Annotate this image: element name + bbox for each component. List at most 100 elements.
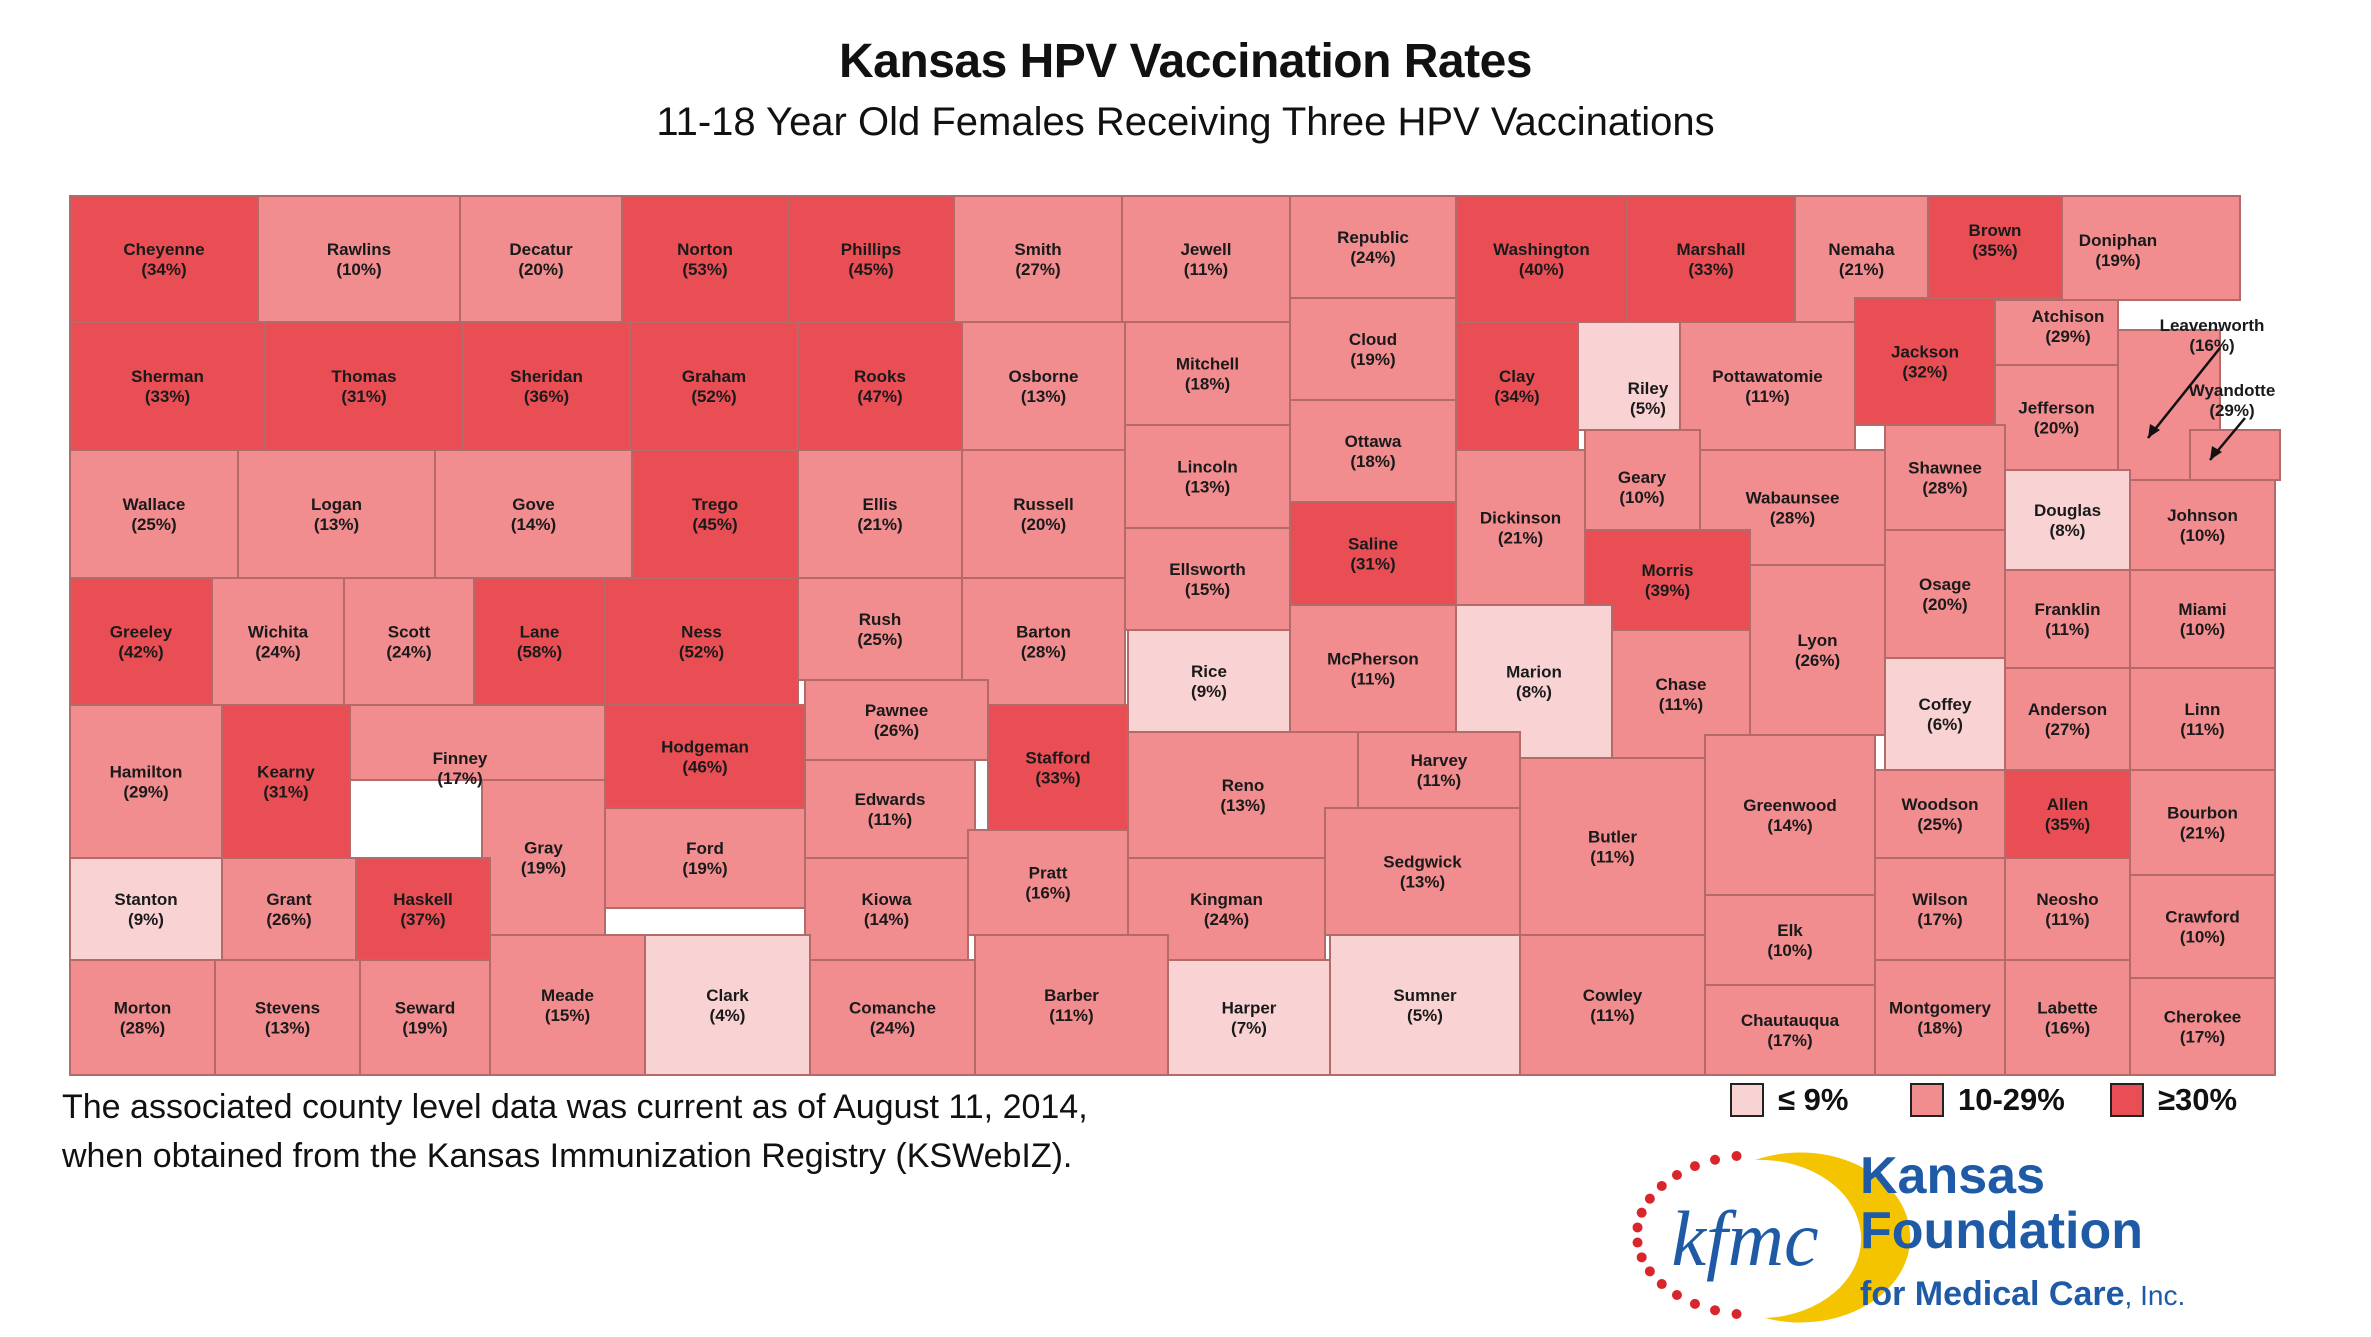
county-name-ford: Ford (686, 839, 724, 858)
county-rate-washington: (40%) (1519, 260, 1564, 279)
county-rate-mitchell: (18%) (1185, 375, 1230, 394)
county-rate-chase: (11%) (1659, 695, 1703, 714)
county-name-morton: Morton (114, 999, 172, 1018)
county-reno (1127, 731, 1359, 859)
county-rate-pawnee: (26%) (874, 721, 919, 740)
county-name-johnson: Johnson (2167, 506, 2238, 525)
county-allen (2004, 769, 2131, 859)
county-name-rush: Rush (859, 610, 902, 629)
logo-line-foundation: Foundation (1860, 1202, 2144, 1260)
county-rate-ellsworth: (15%) (1185, 580, 1230, 599)
logo-inc: , Inc. (2124, 1280, 2186, 1311)
county-rate-decatur: (20%) (518, 260, 563, 279)
county-rate-hodgeman: (46%) (682, 758, 727, 777)
logo-dot (1656, 1180, 1667, 1191)
county-rate-labette: (16%) (2045, 1019, 2090, 1038)
county-hamilton (69, 704, 223, 859)
county-rate-sumner: (5%) (1407, 1006, 1443, 1025)
county-rate-harper: (7%) (1231, 1019, 1267, 1038)
county-rate-jefferson: (20%) (2034, 419, 2079, 438)
county-rate-gove: (14%) (511, 515, 556, 534)
county-rate-montgomery: (18%) (1917, 1019, 1962, 1038)
county-chautauqua (1704, 984, 1876, 1076)
logo-dot (1671, 1290, 1682, 1301)
county-name-logan: Logan (311, 495, 362, 514)
county-wyandotte (2189, 429, 2281, 481)
logo-mark: kfmc (1671, 1195, 1818, 1282)
county-rate-kiowa: (14%) (864, 910, 909, 929)
county-rate-greenwood: (14%) (1767, 816, 1812, 835)
county-anderson (2004, 667, 2131, 771)
county-name-barber: Barber (1044, 986, 1099, 1005)
county-rate-marion: (8%) (1516, 683, 1552, 702)
county-rate-wallace: (25%) (131, 515, 176, 534)
county-thomas (264, 321, 464, 451)
county-name-pottawatomie: Pottawatomie (1712, 367, 1823, 386)
legend-item-high: ≥30% (2110, 1082, 2237, 1118)
county-morton (69, 959, 216, 1076)
county-neosho (2004, 857, 2131, 961)
county-name-graham: Graham (682, 367, 746, 386)
logo-dot (1689, 1298, 1700, 1309)
county-franklin (2004, 569, 2131, 669)
logo-dot (1632, 1237, 1643, 1248)
county-rate-logan: (13%) (314, 515, 359, 534)
county-name-osage: Osage (1919, 575, 1971, 594)
county-name-montgomery: Montgomery (1889, 999, 1992, 1018)
note-line-2: when obtained from the Kansas Immunizati… (62, 1137, 1073, 1175)
county-name-rawlins: Rawlins (327, 240, 391, 259)
county-rate-graham: (52%) (691, 387, 736, 406)
county-name-leavenworth: Leavenworth (2160, 316, 2265, 335)
note-line-1: The associated county level data was cur… (62, 1088, 1088, 1126)
county-rate-leavenworth: (16%) (2189, 336, 2234, 355)
county-rate-doniphan: (19%) (2095, 251, 2140, 270)
county-name-greeley: Greeley (110, 623, 173, 642)
county-name-elk: Elk (1777, 921, 1803, 940)
county-elk (1704, 894, 1876, 986)
county-name-harper: Harper (1222, 999, 1277, 1018)
county-rate-barber: (11%) (1049, 1006, 1093, 1025)
county-name-gove: Gove (512, 495, 555, 514)
legend-item-mid: 10-29% (1910, 1082, 2065, 1118)
county-rate-osborne: (13%) (1021, 387, 1066, 406)
county-rate-wilson: (17%) (1917, 910, 1962, 929)
county-rate-franklin: (11%) (2045, 620, 2089, 639)
county-pawnee (804, 679, 989, 761)
county-douglas (2004, 469, 2131, 571)
county-name-brown: Brown (1969, 221, 2022, 240)
county-rate-cloud: (19%) (1350, 350, 1395, 369)
county-name-phillips: Phillips (841, 240, 901, 259)
county-rate-rush: (25%) (857, 630, 902, 649)
county-ford (604, 807, 806, 909)
county-rate-thomas: (31%) (341, 387, 386, 406)
county-rate-haskell: (37%) (400, 910, 445, 929)
county-doniphan (2061, 195, 2241, 301)
county-wichita (211, 577, 345, 706)
county-name-russell: Russell (1013, 495, 1073, 514)
county-name-allen: Allen (2047, 795, 2089, 814)
county-montgomery (1874, 959, 2006, 1076)
county-name-wilson: Wilson (1912, 890, 1968, 909)
county-name-miami: Miami (2178, 600, 2226, 619)
county-rate-russell: (20%) (1021, 515, 1066, 534)
county-rate-pottawatomie: (11%) (1745, 387, 1789, 406)
county-name-rice: Rice (1191, 662, 1227, 681)
county-name-saline: Saline (1348, 535, 1398, 554)
county-smith (953, 195, 1123, 323)
county-name-gray: Gray (524, 839, 563, 858)
county-lyon (1749, 564, 1886, 736)
county-rate-stevens: (13%) (265, 1019, 310, 1038)
county-cloud (1289, 297, 1457, 401)
logo-line-kansas: Kansas (1860, 1147, 2045, 1205)
county-miami (2129, 569, 2276, 669)
county-stevens (214, 959, 361, 1076)
county-sheridan (462, 321, 631, 451)
county-name-wyandotte: Wyandotte (2189, 381, 2276, 400)
county-cheyenne (69, 195, 259, 323)
county-crawford (2129, 874, 2276, 979)
county-name-barton: Barton (1016, 623, 1071, 642)
county-brown (1927, 195, 2063, 299)
county-name-lyon: Lyon (1798, 631, 1838, 650)
county-rate-stafford: (33%) (1035, 769, 1080, 788)
